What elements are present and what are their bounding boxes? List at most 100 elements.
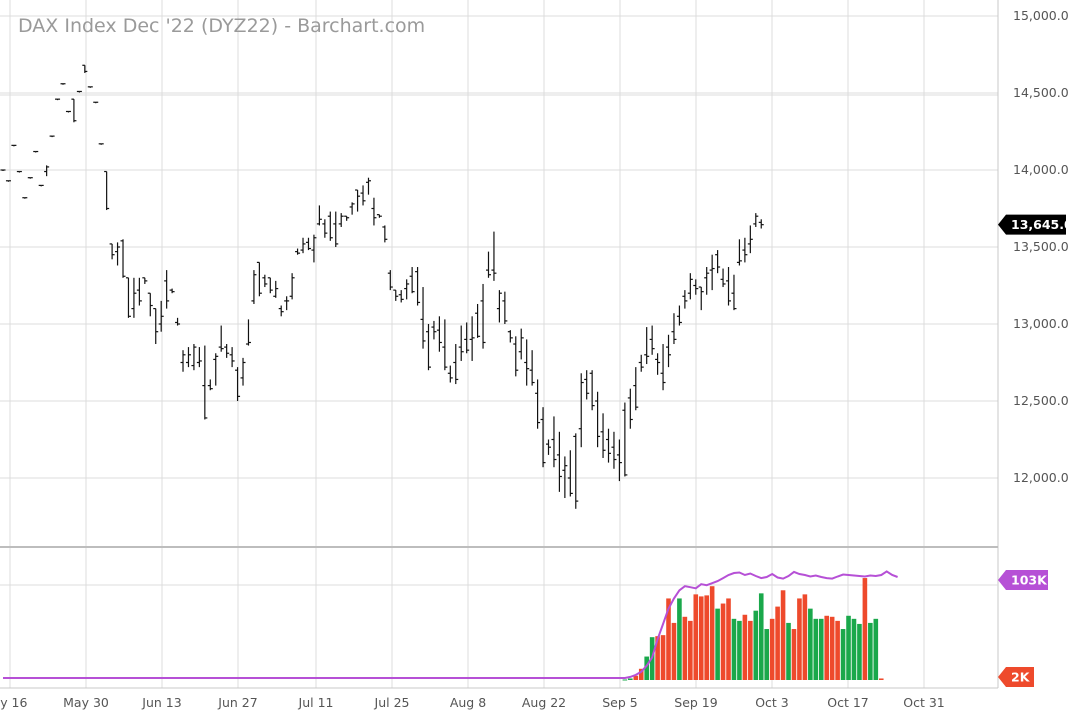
ohlc-bar bbox=[207, 379, 213, 391]
ohlc-bar bbox=[305, 237, 311, 251]
volume-bar bbox=[748, 620, 753, 680]
volume-bar bbox=[813, 618, 819, 680]
ohlc-bar bbox=[65, 110, 71, 113]
price-tick-label: 12,000.0 bbox=[1013, 470, 1069, 485]
ohlc-bar bbox=[409, 267, 415, 294]
price-tick-label: 14,500.0 bbox=[1013, 85, 1069, 100]
ohlc-bar bbox=[393, 289, 399, 301]
date-tick-label: Jun 13 bbox=[141, 695, 181, 710]
ohlc-bar bbox=[180, 350, 186, 372]
date-tick-label: ay 16 bbox=[0, 695, 28, 710]
ohlc-bar bbox=[644, 327, 650, 365]
volume-bar bbox=[846, 615, 851, 680]
ohlc-bar bbox=[175, 317, 181, 326]
ohlc-bar bbox=[0, 169, 6, 171]
ohlc-bar bbox=[436, 316, 442, 352]
volume-bar bbox=[628, 678, 633, 680]
ohlc-bar bbox=[273, 280, 279, 298]
ohlc-bar bbox=[376, 214, 382, 218]
ohlc-bar bbox=[33, 150, 39, 153]
volume-bar bbox=[709, 586, 715, 680]
volume-bar bbox=[786, 622, 791, 680]
ohlc-bar bbox=[365, 177, 371, 195]
ohlc-bar bbox=[475, 303, 481, 338]
ohlc-bar bbox=[251, 270, 257, 304]
ohlc-bar bbox=[256, 261, 262, 297]
date-tick-label: Oct 17 bbox=[827, 695, 869, 710]
ohlc-bar bbox=[529, 350, 535, 386]
volume-bar bbox=[731, 618, 737, 680]
ohlc-bar bbox=[693, 279, 699, 295]
ohlc-bar bbox=[507, 330, 513, 343]
ohlc-bar bbox=[87, 86, 93, 88]
ohlc-bar bbox=[573, 433, 579, 509]
ohlc-bar bbox=[38, 184, 44, 187]
volume-bar bbox=[622, 679, 628, 681]
date-tick-label: Jul 25 bbox=[374, 695, 410, 710]
price-tick-label: 13,500.0 bbox=[1013, 239, 1069, 254]
open-interest-path bbox=[3, 570, 898, 679]
ohlc-bar bbox=[196, 347, 202, 368]
volume-bar bbox=[698, 596, 704, 680]
ohlc-bar bbox=[27, 177, 33, 179]
ohlc-bar bbox=[720, 268, 726, 288]
ohlc-bar bbox=[584, 370, 590, 400]
ohlc-bar bbox=[327, 211, 333, 241]
price-tick-label: 14,000.0 bbox=[1013, 162, 1069, 177]
ohlc-bar bbox=[627, 388, 633, 429]
ohlc-bar bbox=[44, 165, 50, 177]
last-price-badge: 13,645.0 bbox=[998, 214, 1070, 235]
ohlc-bar bbox=[420, 287, 426, 349]
price-tick-label: 15,000.0 bbox=[1013, 8, 1069, 23]
ohlc-bar bbox=[611, 431, 617, 469]
ohlc-bar bbox=[22, 197, 28, 199]
ohlc-bar bbox=[469, 316, 475, 361]
open-interest-line bbox=[3, 570, 898, 679]
ohlc-bar bbox=[295, 248, 301, 255]
ohlc-bar bbox=[524, 339, 530, 386]
volume-bar bbox=[791, 629, 797, 680]
ohlc-bar bbox=[758, 219, 764, 229]
ohlc-bar bbox=[649, 325, 655, 355]
ohlc-bar bbox=[726, 267, 732, 306]
ohlc-bar bbox=[76, 90, 82, 93]
volume-bar bbox=[878, 678, 884, 680]
ohlc-bar bbox=[540, 407, 546, 468]
volume-bar bbox=[873, 618, 879, 680]
ohlc-bar bbox=[311, 234, 317, 263]
ohlc-bars bbox=[0, 64, 764, 509]
ohlc-bar bbox=[387, 270, 393, 291]
volume-bar bbox=[682, 616, 688, 680]
ohlc-bar bbox=[676, 305, 682, 326]
ohlc-bar bbox=[671, 313, 677, 345]
ohlc-bar bbox=[633, 367, 639, 411]
ohlc-bar bbox=[289, 273, 295, 300]
ohlc-bar bbox=[687, 273, 693, 300]
date-tick-label: Oct 3 bbox=[755, 695, 789, 710]
ohlc-bar bbox=[398, 290, 404, 303]
ohlc-bar bbox=[349, 202, 355, 215]
volume-bar bbox=[693, 594, 699, 680]
ohlc-bar bbox=[496, 290, 502, 323]
volume-bar bbox=[726, 598, 731, 680]
grid-lines bbox=[0, 0, 999, 689]
date-tick-label: Sep 19 bbox=[674, 695, 717, 710]
ohlc-bar bbox=[485, 251, 491, 278]
ohlc-bar bbox=[169, 288, 175, 294]
date-axis: ay 16 May 30 Jun 13 Jun 27 Jul 11 Jul 25 Aug 8… bbox=[0, 695, 945, 710]
volume-bar bbox=[758, 593, 764, 680]
volume-bar bbox=[835, 620, 840, 680]
ohlc-bar bbox=[55, 98, 61, 101]
ohlc-bar bbox=[240, 357, 246, 386]
ohlc-bar bbox=[360, 185, 366, 206]
volume-badge-text: 2K bbox=[1011, 670, 1031, 685]
ohlc-bar bbox=[382, 225, 388, 243]
ohlc-bar bbox=[16, 170, 22, 173]
ohlc-bar bbox=[213, 353, 219, 386]
ohlc-bar bbox=[606, 428, 612, 463]
ohlc-bar bbox=[153, 308, 159, 345]
volume-bar bbox=[737, 620, 742, 680]
date-tick-label: May 30 bbox=[63, 695, 109, 710]
ohlc-bar bbox=[5, 180, 11, 182]
ohlc-bar bbox=[262, 274, 268, 288]
